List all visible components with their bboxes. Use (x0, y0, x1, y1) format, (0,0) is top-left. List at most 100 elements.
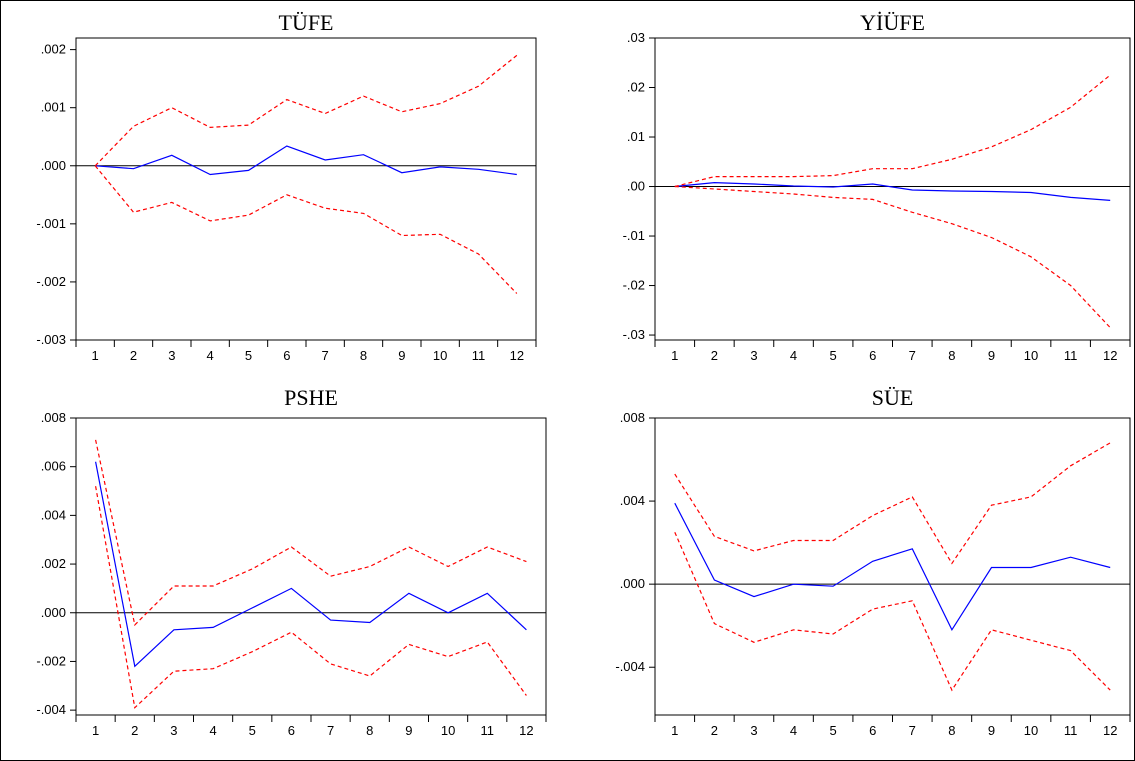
plot-area (75, 37, 537, 341)
data-point-response (674, 503, 675, 504)
x-tick-label: 6 (869, 348, 876, 363)
x-tick-label: 9 (405, 723, 412, 738)
x-tick-label: 7 (909, 348, 916, 363)
y-tick-label: .008 (620, 410, 645, 425)
y-tick-label: .001 (41, 100, 66, 115)
data-point-upper-band (325, 113, 326, 114)
data-point-upper-band (408, 546, 409, 547)
x-tick-label: 10 (1024, 348, 1038, 363)
data-point-lower-band (1110, 327, 1111, 328)
data-point-lower-band (478, 253, 479, 254)
data-point-response (912, 548, 913, 549)
y-tick-label: .002 (41, 42, 66, 57)
x-tick-label: 8 (360, 348, 367, 363)
data-point-response (793, 185, 794, 186)
x-tick-label: 3 (168, 348, 175, 363)
data-point-lower-band (487, 641, 488, 642)
y-tick-label: -.001 (36, 216, 66, 231)
data-point-response (440, 166, 441, 167)
data-point-response (991, 191, 992, 192)
data-point-response (369, 622, 370, 623)
x-tick-label: 5 (830, 723, 837, 738)
data-point-response (134, 666, 135, 667)
data-point-upper-band (252, 568, 253, 569)
data-point-response (487, 593, 488, 594)
x-tick-label: 5 (830, 348, 837, 363)
x-tick-label: 11 (481, 723, 495, 738)
data-point-response (252, 607, 253, 608)
data-point-lower-band (912, 600, 913, 601)
y-tick-label: -.02 (623, 278, 645, 293)
data-point-lower-band (401, 235, 402, 236)
data-point-upper-band (951, 159, 952, 160)
x-tick-label: 8 (948, 723, 955, 738)
data-point-response (248, 170, 249, 171)
data-point-lower-band (210, 220, 211, 221)
data-point-response (401, 172, 402, 173)
series-response (674, 181, 1111, 201)
y-tick-label: .004 (41, 507, 66, 522)
x-tick-label: 4 (207, 348, 214, 363)
data-point-lower-band (171, 202, 172, 203)
panel-2: YİÜFE.03.02.01.00-.01-.02-.031 2 3 4 5 6 7 8 9 10… (623, 10, 1131, 363)
data-point-lower-band (134, 707, 135, 708)
y-tick-label: -.01 (623, 228, 645, 243)
series-lower-band (95, 486, 527, 709)
data-point-lower-band (714, 623, 715, 624)
data-point-upper-band (133, 126, 134, 127)
y-tick-label: -.002 (36, 274, 66, 289)
data-point-response (793, 584, 794, 585)
x-tick-label: 3 (750, 348, 757, 363)
x-tick-label: 9 (398, 348, 405, 363)
data-point-response (1110, 567, 1111, 568)
data-point-upper-band (516, 55, 517, 56)
x-tick-label: 12 (519, 723, 533, 738)
data-point-response (516, 174, 517, 175)
data-point-lower-band (173, 671, 174, 672)
data-point-lower-band (714, 188, 715, 189)
data-point-response (872, 561, 873, 562)
x-tick-label: 9 (988, 723, 995, 738)
x-tick-label: 4 (790, 723, 797, 738)
chart-title: PSHE (284, 385, 338, 410)
data-point-response (210, 174, 211, 175)
y-tick-label: .01 (627, 129, 645, 144)
x-tick-label: 3 (750, 723, 757, 738)
x-tick-label: 1 (671, 723, 678, 738)
data-point-lower-band (951, 223, 952, 224)
x-tick-label: 7 (327, 723, 334, 738)
plot-area (654, 37, 1131, 341)
y-tick-label: .002 (41, 556, 66, 571)
x-tick-label: 10 (441, 723, 455, 738)
x-tick-label: 8 (948, 348, 955, 363)
data-point-response (1070, 197, 1071, 198)
x-tick-label: 2 (711, 348, 718, 363)
data-point-response (526, 629, 527, 630)
data-point-lower-band (833, 633, 834, 634)
y-tick-label: .03 (627, 30, 645, 45)
data-point-upper-band (793, 176, 794, 177)
data-point-upper-band (833, 175, 834, 176)
data-point-lower-band (516, 293, 517, 294)
plot-area (75, 417, 547, 716)
data-point-upper-band (872, 515, 873, 516)
data-point-response (951, 190, 952, 191)
series-lower-band (674, 185, 1111, 329)
data-point-lower-band (872, 199, 873, 200)
data-point-upper-band (134, 624, 135, 625)
data-point-lower-band (133, 212, 134, 213)
data-point-upper-band (291, 546, 292, 547)
series-lower-band (674, 531, 1111, 692)
data-point-response (912, 189, 913, 190)
y-tick-label: .004 (620, 493, 645, 508)
y-tick-label: .000 (41, 158, 66, 173)
data-point-upper-band (440, 103, 441, 104)
x-tick-label: 6 (288, 723, 295, 738)
data-point-response (991, 567, 992, 568)
x-tick-label: 2 (711, 723, 718, 738)
data-point-upper-band (210, 127, 211, 128)
series-lower-band (94, 165, 518, 294)
y-tick-label: .00 (627, 179, 645, 194)
data-point-response (872, 183, 873, 184)
